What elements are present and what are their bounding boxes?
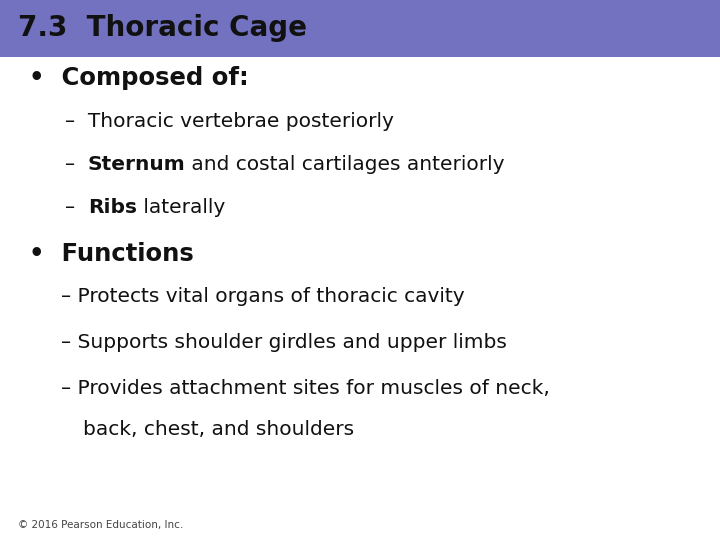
Text: – Provides attachment sites for muscles of neck,: – Provides attachment sites for muscles … (61, 379, 550, 399)
Text: •  Composed of:: • Composed of: (29, 66, 248, 90)
Text: back, chest, and shoulders: back, chest, and shoulders (83, 420, 354, 439)
Text: and costal cartilages anteriorly: and costal cartilages anteriorly (186, 155, 505, 174)
Text: laterally: laterally (137, 198, 225, 218)
Text: 7.3  Thoracic Cage: 7.3 Thoracic Cage (18, 15, 307, 42)
Text: •  Functions: • Functions (29, 242, 194, 266)
Text: –  Thoracic vertebrae posteriorly: – Thoracic vertebrae posteriorly (65, 112, 394, 131)
Text: © 2016 Pearson Education, Inc.: © 2016 Pearson Education, Inc. (18, 520, 184, 530)
Text: – Supports shoulder girdles and upper limbs: – Supports shoulder girdles and upper li… (61, 333, 507, 353)
Text: –: – (65, 198, 88, 218)
Text: – Protects vital organs of thoracic cavity: – Protects vital organs of thoracic cavi… (61, 287, 465, 307)
Text: Sternum: Sternum (88, 155, 186, 174)
Text: Ribs: Ribs (88, 198, 137, 218)
Bar (0, 0, 720, 57)
Text: –: – (65, 155, 88, 174)
